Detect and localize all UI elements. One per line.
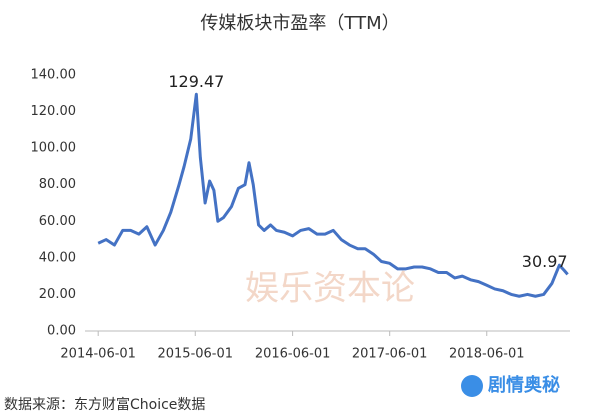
x-tick-label: 2016-06-01 [255, 347, 331, 362]
y-tick-label: 100.00 [31, 141, 77, 156]
y-tick-label: 20.00 [39, 287, 76, 302]
x-tick-label: 2018-06-01 [449, 347, 525, 362]
x-tick-label: 2014-06-01 [60, 347, 136, 362]
y-tick-label: 140.00 [31, 68, 77, 83]
y-tick-label: 60.00 [39, 214, 76, 229]
data-label: 129.47 [168, 72, 224, 91]
logo-text: 剧情奥秘 [488, 374, 560, 396]
y-tick-label: 80.00 [39, 177, 76, 192]
chart-title: 传媒板块市盈率（TTM） [200, 13, 399, 34]
watermark: 娱乐资本论 [245, 269, 415, 309]
y-tick-label: 0.00 [47, 324, 76, 339]
y-tick-label: 40.00 [39, 250, 76, 265]
x-tick-label: 2017-06-01 [352, 347, 428, 362]
x-tick-label: 2015-06-01 [157, 347, 233, 362]
logo-icon [461, 375, 483, 397]
data-label: 30.97 [522, 252, 568, 271]
source-note: 数据来源：东方财富Choice数据 [4, 396, 205, 413]
line-series [97, 92, 569, 298]
y-tick-label: 120.00 [31, 104, 77, 119]
